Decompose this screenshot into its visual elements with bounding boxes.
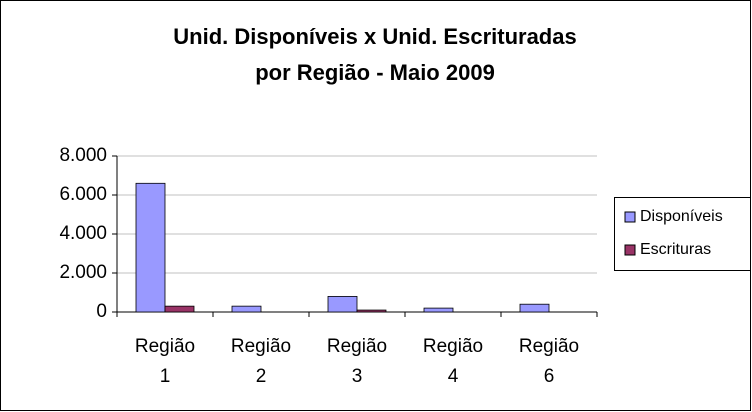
bar <box>519 303 550 313</box>
y-tick-label: 6.000 <box>59 184 107 205</box>
y-tick-label: 4.000 <box>59 223 107 244</box>
bar <box>231 305 262 313</box>
x-tick-label: Região 3 <box>327 336 387 387</box>
chart-title: Unid. Disponíveis x Unid. Escrituradas <box>173 24 576 49</box>
legend-label: Disponíveis <box>640 208 723 225</box>
y-tick-label: 2.000 <box>59 262 107 283</box>
x-tick-label: Região 1 <box>135 336 195 387</box>
legend-swatch <box>624 211 636 223</box>
bar <box>423 307 454 313</box>
bar <box>327 295 358 313</box>
y-tick-label: 8.000 <box>59 145 107 166</box>
y-tick-label: 0 <box>96 301 107 322</box>
chart-title: por Região - Maio 2009 <box>255 60 495 85</box>
x-tick-label: Região 4 <box>423 336 483 387</box>
legend-box <box>614 197 751 271</box>
bar <box>135 182 166 313</box>
legend-label: Escrituras <box>640 241 711 258</box>
bar <box>164 305 195 313</box>
x-tick-label: Região 2 <box>231 336 291 387</box>
bar <box>356 309 387 313</box>
x-tick-label: Região 6 <box>519 336 579 387</box>
legend-swatch <box>624 244 636 256</box>
